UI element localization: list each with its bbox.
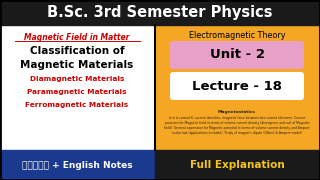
Text: Paramagnetic Materials: Paramagnetic Materials bbox=[27, 89, 127, 95]
Text: Magnetic Field in Matter: Magnetic Field in Matter bbox=[24, 33, 130, 42]
FancyBboxPatch shape bbox=[170, 72, 304, 100]
Text: हिंदी + English Notes: हिंदी + English Notes bbox=[22, 161, 132, 170]
Text: Unit - 2: Unit - 2 bbox=[210, 48, 265, 62]
Bar bbox=[0, 150, 155, 180]
Bar bbox=[155, 25, 320, 150]
FancyBboxPatch shape bbox=[170, 41, 304, 69]
Text: Lecture - 18: Lecture - 18 bbox=[192, 80, 282, 93]
Text: Ferromagnetic Materials: Ferromagnetic Materials bbox=[25, 102, 129, 108]
Bar bbox=[0, 25, 155, 150]
Text: Electromagnetic Theory: Electromagnetic Theory bbox=[189, 30, 285, 39]
Text: provision for Magnetic field in terms of volume current density (divergence and : provision for Magnetic field in terms of… bbox=[164, 121, 309, 125]
Text: scalar law (applications included). Study of magnetic dipole (Gilbert & Ampere m: scalar law (applications included). Stud… bbox=[172, 131, 302, 135]
Text: Diamagnetic Materials: Diamagnetic Materials bbox=[30, 76, 124, 82]
Text: Magnetostatics: Magnetostatics bbox=[218, 110, 256, 114]
Bar bbox=[0, 0, 320, 25]
Text: Classification of
Magnetic Materials: Classification of Magnetic Materials bbox=[20, 46, 134, 70]
Text: field). General expression for Magnetic potential in terms of volume current den: field). General expression for Magnetic … bbox=[164, 126, 310, 130]
Text: B.Sc. 3rd Semester Physics: B.Sc. 3rd Semester Physics bbox=[47, 6, 273, 21]
Text: In it is current K, current densities, magnetic force between two current elemen: In it is current K, current densities, m… bbox=[169, 116, 305, 120]
Text: Full Explanation: Full Explanation bbox=[190, 160, 284, 170]
Bar bbox=[155, 150, 320, 180]
